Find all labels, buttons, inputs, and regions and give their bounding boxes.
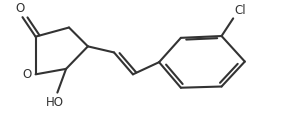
Text: HO: HO [46, 96, 63, 109]
Text: Cl: Cl [235, 4, 246, 17]
Text: O: O [15, 2, 24, 15]
Text: O: O [22, 68, 31, 81]
